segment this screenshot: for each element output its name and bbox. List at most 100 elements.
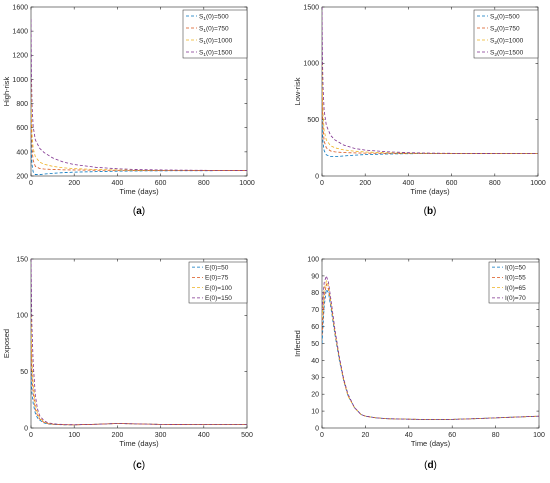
legend-text: S bbox=[490, 49, 495, 56]
legend-entry: S1(0)=1500 bbox=[199, 49, 233, 58]
series-line-4 bbox=[31, 19, 247, 171]
y-tick-label: 50 bbox=[311, 341, 319, 348]
x-axis-label: Time (days) bbox=[410, 187, 450, 196]
y-tick-label: 1000 bbox=[303, 61, 319, 68]
x-tick-label: 800 bbox=[198, 180, 210, 187]
legend-entry: I(0)=50 bbox=[505, 264, 526, 271]
y-axis-label: Infected bbox=[293, 330, 302, 357]
legend-subscript: 2 bbox=[494, 16, 497, 22]
legend-text: I(0)=65 bbox=[505, 285, 526, 292]
y-tick-label: 100 bbox=[16, 313, 28, 320]
x-tick-label: 400 bbox=[403, 180, 415, 187]
x-tick-label: 100 bbox=[533, 432, 545, 439]
legend-box bbox=[488, 261, 540, 304]
chart-panel-c: 0 100 200 300 400 500 0 50 100 150 Time (days) Expo… bbox=[2, 256, 253, 471]
legend-entry: E(0)=75 bbox=[205, 275, 229, 282]
y-tick-label: 20 bbox=[311, 392, 319, 399]
x-tick-label: 200 bbox=[112, 432, 124, 439]
legend-entry: I(0)=55 bbox=[505, 275, 526, 282]
series-line-3 bbox=[31, 79, 247, 171]
x-tick-label: 1000 bbox=[239, 180, 255, 187]
series-line-3 bbox=[322, 279, 539, 420]
y-tick-label: 1000 bbox=[12, 77, 28, 84]
x-tick-label: 40 bbox=[405, 432, 413, 439]
legend-entry: S2(0)=1500 bbox=[490, 49, 524, 58]
legend-subscript: 2 bbox=[494, 52, 497, 58]
legend-text: I(0)=50 bbox=[505, 264, 526, 271]
panel-caption-letter: c bbox=[136, 460, 142, 471]
y-tick-label: 90 bbox=[311, 273, 319, 280]
y-axis-label: Exposed bbox=[2, 329, 11, 358]
x-axis-label: Time (days) bbox=[119, 439, 159, 448]
x-tick-label: 200 bbox=[359, 180, 371, 187]
y-axis-label: High-risk bbox=[2, 76, 11, 106]
y-tick-label: 50 bbox=[20, 369, 28, 376]
y-tick-label: 30 bbox=[311, 375, 319, 382]
legend-entry: E(0)=50 bbox=[205, 264, 229, 271]
series-line-1 bbox=[31, 139, 247, 175]
series-line-4 bbox=[322, 274, 539, 420]
legend-subscript: 2 bbox=[494, 28, 497, 34]
series-line-4 bbox=[322, 7, 538, 154]
legend-box bbox=[182, 9, 248, 59]
x-tick-label: 400 bbox=[198, 432, 210, 439]
legend-entry: E(0)=150 bbox=[205, 295, 232, 302]
legend-text-tail: (0)=1000 bbox=[206, 37, 233, 44]
y-tick-label: 0 bbox=[24, 425, 28, 432]
x-tick-label: 600 bbox=[446, 180, 458, 187]
legend-subscript: 1 bbox=[203, 52, 206, 58]
y-tick-label: 1500 bbox=[303, 4, 319, 11]
y-tick-label: 1400 bbox=[12, 29, 28, 36]
legend-entry: S2(0)=500 bbox=[490, 13, 520, 22]
legend-text: E(0)=100 bbox=[205, 285, 232, 292]
y-tick-label: 1200 bbox=[12, 53, 28, 60]
legend-subscript: 1 bbox=[203, 16, 206, 22]
legend-text: E(0)=50 bbox=[205, 264, 229, 271]
legend-entry: I(0)=70 bbox=[505, 295, 526, 302]
x-tick-label: 0 bbox=[29, 180, 33, 187]
x-tick-label: 60 bbox=[448, 432, 456, 439]
x-tick-label: 200 bbox=[68, 180, 80, 187]
y-tick-label: 800 bbox=[16, 101, 28, 108]
legend-text-tail: (0)=500 bbox=[206, 13, 229, 20]
legend-text: S bbox=[199, 37, 204, 44]
legend-subscript: 1 bbox=[203, 28, 206, 34]
y-tick-label: 400 bbox=[16, 149, 28, 156]
legend-text: E(0)=150 bbox=[205, 295, 232, 302]
legend-text-tail: (0)=1500 bbox=[206, 49, 233, 56]
y-tick-label: 1600 bbox=[12, 4, 28, 11]
y-tick-label: 0 bbox=[315, 173, 319, 180]
legend: E(0)=50 E(0)=75 E(0)=100 E(0)=150 bbox=[188, 261, 248, 304]
chart-panel-a: 0 200 400 600 800 100020040060080010001200140… bbox=[2, 4, 255, 217]
x-tick-label: 400 bbox=[112, 180, 124, 187]
panel-caption: (d) bbox=[424, 460, 437, 471]
legend-box bbox=[188, 261, 248, 304]
x-tick-label: 800 bbox=[489, 180, 501, 187]
legend-entry: S1(0)=500 bbox=[199, 13, 229, 22]
x-tick-label: 1000 bbox=[530, 180, 546, 187]
legend-entry: I(0)=65 bbox=[505, 285, 526, 292]
y-tick-label: 60 bbox=[311, 324, 319, 331]
y-axis-label: Low-risk bbox=[293, 77, 302, 105]
legend-subscript: 2 bbox=[494, 40, 497, 46]
x-tick-label: 0 bbox=[320, 180, 324, 187]
panel-caption-letter: d bbox=[427, 460, 433, 471]
legend-entry: S2(0)=750 bbox=[490, 25, 520, 34]
legend-entry: S1(0)=1000 bbox=[199, 37, 233, 46]
panel-caption: (c) bbox=[133, 460, 145, 471]
legend-text: S bbox=[199, 13, 204, 20]
legend-text-tail: (0)=1500 bbox=[497, 49, 524, 56]
x-axis-label: Time (days) bbox=[119, 187, 159, 196]
legend-text-tail: (0)=500 bbox=[497, 13, 520, 20]
panel-caption: (b) bbox=[424, 206, 437, 217]
chart-panel-d: 0 20 40 60 80 100 0 10 20 30 40 50 60 70 80 90 100 Time (… bbox=[293, 256, 545, 471]
x-tick-label: 80 bbox=[492, 432, 500, 439]
legend-text: E(0)=75 bbox=[205, 275, 229, 282]
x-tick-label: 20 bbox=[362, 432, 370, 439]
legend-entry: S1(0)=750 bbox=[199, 25, 229, 34]
x-axis-label: Time (days) bbox=[411, 439, 451, 448]
legend: I(0)=50 I(0)=55 I(0)=65 I(0)=70 bbox=[488, 261, 540, 304]
y-tick-label: 80 bbox=[311, 290, 319, 297]
